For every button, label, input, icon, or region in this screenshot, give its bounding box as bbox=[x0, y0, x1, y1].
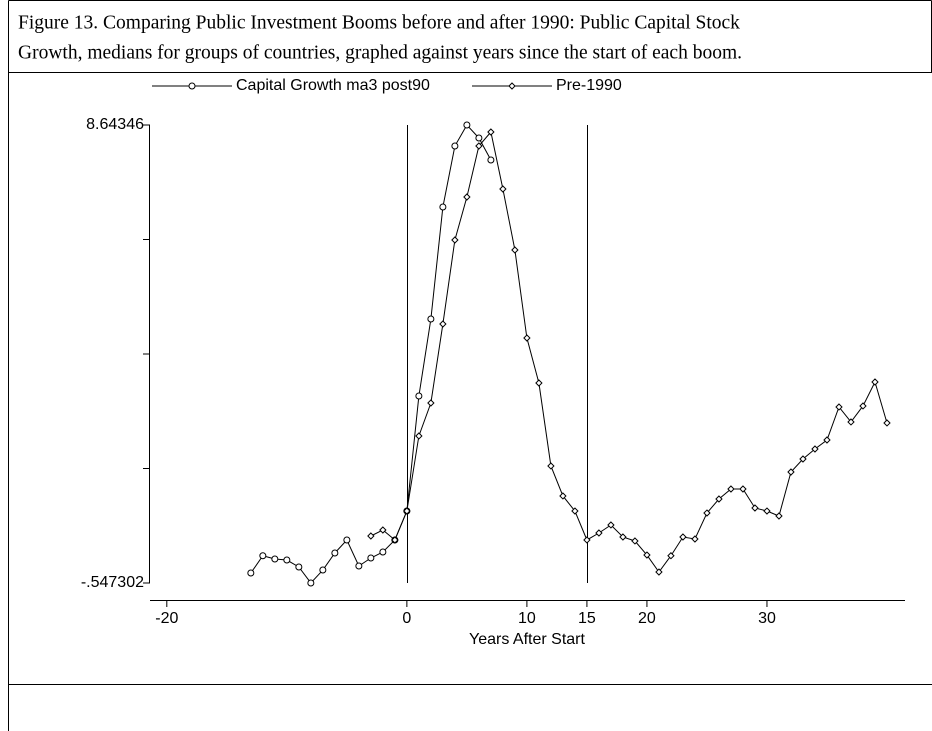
marker bbox=[607, 521, 615, 529]
marker bbox=[427, 315, 435, 323]
marker bbox=[523, 334, 531, 342]
x-tick-label: 30 bbox=[758, 610, 776, 627]
marker bbox=[463, 193, 471, 201]
marker bbox=[847, 418, 855, 426]
marker bbox=[319, 566, 327, 574]
marker bbox=[379, 548, 387, 556]
marker bbox=[703, 509, 711, 517]
marker bbox=[883, 419, 891, 427]
legend-label: Pre-1990 bbox=[556, 77, 622, 94]
marker bbox=[715, 495, 723, 503]
marker bbox=[355, 562, 363, 570]
x-tick-label: 20 bbox=[638, 610, 656, 627]
x-tick-label: 10 bbox=[518, 610, 536, 627]
marker bbox=[391, 536, 399, 544]
marker bbox=[439, 203, 447, 211]
marker bbox=[787, 468, 795, 476]
marker bbox=[727, 485, 735, 493]
y-tick-label: 8.64346 bbox=[86, 116, 144, 133]
marker bbox=[247, 569, 255, 577]
marker bbox=[487, 128, 495, 136]
x-tick-label: -20 bbox=[155, 610, 178, 627]
marker bbox=[271, 555, 279, 563]
x-tick-label: 0 bbox=[402, 610, 411, 627]
x-axis-label: Years After Start bbox=[469, 631, 585, 648]
marker bbox=[367, 554, 375, 562]
marker bbox=[463, 121, 471, 129]
marker bbox=[499, 185, 507, 193]
marker bbox=[751, 504, 759, 512]
marker bbox=[631, 537, 639, 545]
marker bbox=[619, 533, 627, 541]
marker bbox=[871, 378, 879, 386]
marker bbox=[679, 533, 687, 541]
marker bbox=[811, 445, 819, 453]
marker bbox=[331, 549, 339, 557]
marker bbox=[415, 392, 423, 400]
marker bbox=[655, 568, 663, 576]
marker bbox=[367, 532, 375, 540]
x-tick-label: 15 bbox=[578, 610, 596, 627]
marker bbox=[475, 134, 483, 142]
marker bbox=[775, 512, 783, 520]
marker bbox=[427, 399, 435, 407]
marker bbox=[559, 492, 567, 500]
marker bbox=[343, 536, 351, 544]
y-tick-label: -.547302 bbox=[81, 574, 144, 591]
marker bbox=[508, 82, 516, 90]
marker bbox=[307, 579, 315, 587]
marker bbox=[188, 82, 196, 90]
legend-label: Capital Growth ma3 post90 bbox=[236, 77, 430, 94]
marker bbox=[571, 507, 579, 515]
marker bbox=[535, 379, 543, 387]
marker bbox=[295, 563, 303, 571]
marker bbox=[379, 526, 387, 534]
marker bbox=[739, 485, 747, 493]
marker bbox=[451, 142, 459, 150]
marker bbox=[763, 507, 771, 515]
marker bbox=[403, 507, 411, 515]
marker bbox=[595, 529, 603, 537]
marker bbox=[487, 156, 495, 164]
marker bbox=[475, 142, 483, 150]
marker bbox=[415, 432, 423, 440]
marker bbox=[799, 455, 807, 463]
series-line bbox=[370, 130, 888, 573]
marker bbox=[547, 462, 555, 470]
marker bbox=[835, 403, 843, 411]
marker bbox=[511, 246, 519, 254]
marker bbox=[859, 402, 867, 410]
marker bbox=[583, 536, 591, 544]
caption: Growth, medians for groups of countries,… bbox=[18, 42, 742, 63]
marker bbox=[643, 551, 651, 559]
caption: Figure 13. Comparing Public Investment B… bbox=[18, 12, 740, 33]
marker bbox=[823, 436, 831, 444]
marker bbox=[691, 535, 699, 543]
series-line bbox=[250, 124, 492, 584]
marker bbox=[283, 556, 291, 564]
marker bbox=[667, 552, 675, 560]
marker bbox=[259, 552, 267, 560]
marker bbox=[451, 236, 459, 244]
marker bbox=[439, 320, 447, 328]
